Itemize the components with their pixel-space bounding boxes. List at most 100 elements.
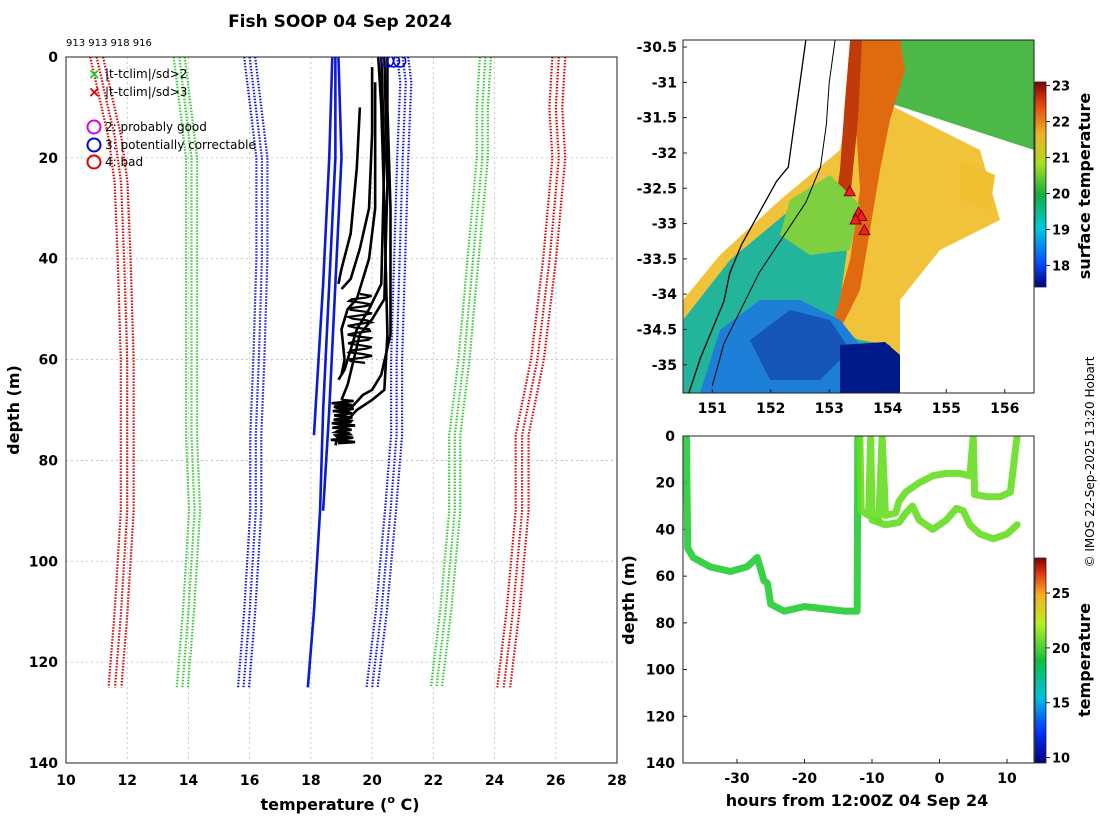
profile-y-ticks: 0 20 40 60 80 100 120 140: [29, 50, 58, 772]
map-x-tick-label: 153: [815, 401, 844, 417]
climatology-line-green-left: [172, 57, 191, 688]
flag-circle: [392, 57, 407, 68]
sst-cb-tick-label: 19: [1052, 223, 1070, 238]
y-tick-label: 0: [48, 50, 58, 66]
land-area: [683, 40, 850, 270]
br-x-tick-label: 0: [935, 771, 945, 787]
depth-time-x-ticks: -30 -20 -10 0 10: [724, 771, 1017, 787]
legend-text: |t-tclim|/sd>3: [105, 85, 187, 99]
sst-cb-tick-label: 23: [1052, 80, 1070, 95]
sst-map-panel: 151 152 153 154 155 156 -30.5 -31 -31.5 -32 -32.5…: [637, 39, 1094, 417]
temp-cb-tick-label: 15: [1052, 697, 1070, 712]
br-x-tick-label: -20: [792, 771, 818, 787]
y-tick-label: 140: [29, 756, 58, 772]
depth-track: [868, 502, 1021, 543]
current-edge: [815, 40, 862, 320]
profile-x-label: temperature (o C): [260, 793, 419, 814]
map-x-tick-label: 154: [873, 401, 902, 417]
black-profiles: [330, 57, 392, 446]
sst-cb-tick-label: 22: [1052, 116, 1070, 131]
y-tick-label: 120: [29, 655, 58, 671]
y-tick-label: 20: [39, 151, 59, 167]
legend-circle-icon: [86, 119, 102, 135]
depth-tracks: [683, 436, 1021, 615]
y-tick-label: 100: [29, 554, 58, 570]
y-tick-label: 40: [39, 252, 59, 268]
legend-x-icon: ×: [88, 83, 101, 101]
y-tick-label: 60: [39, 353, 59, 369]
credit-text: © IMOS 22-Sep-2025 13:20 Hobart: [1083, 356, 1097, 567]
black-profile-line: [343, 57, 392, 416]
xlabel-end: C): [395, 795, 420, 814]
xlabel-text: temperature (: [260, 795, 387, 814]
station-marker: [858, 223, 871, 236]
map-y-tick-label: -35: [652, 358, 677, 374]
climatology-line-red-right: [502, 57, 560, 688]
sst-colorbar: [1034, 81, 1047, 288]
figure-title: Fish SOOP 04 Sep 2024: [228, 12, 452, 32]
map-y-tick-label: -34.5: [637, 322, 677, 338]
black-profile-line: [340, 82, 377, 375]
sst-colorbar-label: surface temperature: [1075, 93, 1094, 280]
map-y-tick-label: -30.5: [637, 40, 677, 56]
map-y-tick-label: -34: [652, 287, 678, 303]
black-profile-line: [340, 57, 389, 401]
platform-ids: 913 913 918 916: [66, 38, 152, 49]
br-y-tick-label: 100: [646, 663, 675, 679]
climatology-line-green-left: [183, 57, 202, 688]
map-x-tick-label: 155: [932, 401, 961, 417]
x-tick-label: 20: [362, 773, 382, 789]
x-tick-label: 14: [179, 773, 199, 789]
black-profile-tangle: [330, 398, 356, 445]
climatology-line-red-right: [509, 57, 567, 688]
y-tick-label: 80: [39, 453, 59, 469]
shelf-contour: [711, 40, 836, 387]
br-y-tick-label: 0: [665, 429, 675, 445]
depth-time-y-ticks: 0 20 40 60 80 100 120 140: [646, 429, 675, 772]
blue-profile-line: [321, 57, 343, 511]
legend-item-correctable: 3: potentially correctable: [86, 137, 256, 153]
map-y-tick-label: -33.5: [637, 252, 677, 268]
sst-cb-tick-label: 20: [1052, 187, 1070, 202]
black-profile-line: [337, 107, 362, 285]
profile-x-ticks: 10 12 14 16 18 20 22 24 26 28: [56, 773, 626, 789]
legend-text: |t-tclim|/sd>2: [105, 67, 187, 81]
x-tick-label: 22: [424, 773, 443, 789]
sst-colorbar-ticks: 18 19 20 21 22 23: [1046, 80, 1070, 274]
cloud-area: [880, 100, 1034, 393]
x-tick-label: 24: [485, 773, 505, 789]
legend-item-green-x: × |t-tclim|/sd>2: [88, 65, 187, 83]
legend-item-probably-good: 2: probably good: [86, 119, 207, 135]
map-x-tick-label: 151: [698, 401, 727, 417]
temp-cb-tick-label: 25: [1052, 587, 1070, 602]
black-profile-tangle: [344, 292, 376, 364]
x-tick-label: 28: [607, 773, 626, 789]
warm-patch: [960, 160, 995, 210]
climatology-line-blue-left: [247, 57, 269, 688]
station-marker: [855, 209, 868, 221]
br-x-tick-label: 10: [997, 771, 1017, 787]
xbt-stations: [843, 184, 871, 236]
depth-time-panel: -30 -20 -10 0 10 0 20 40 60 80 100 120 140 hours fr…: [619, 429, 1094, 810]
x-tick-label: 16: [240, 773, 259, 789]
map-y-tick-label: -32.5: [637, 181, 677, 197]
x-tick-label: 10: [56, 773, 76, 789]
depth-time-x-label: hours from 12:00Z 04 Sep 24: [726, 791, 988, 810]
x-tick-label: 12: [117, 773, 136, 789]
deep-cold: [840, 342, 900, 393]
flag-circles: [380, 57, 407, 68]
climatology-lines: [89, 57, 567, 688]
blue-profile-line: [312, 57, 334, 436]
legend-item-red-x: × |t-tclim|/sd>3: [88, 83, 187, 101]
profile-panel: 10 12 14 16 18 20 22 24 26 28 020406080100120140 …: [4, 50, 627, 814]
climatology-line-red-right: [496, 57, 554, 688]
station-marker: [849, 212, 862, 225]
temp-colorbar: [1034, 557, 1047, 764]
x-tick-label: 26: [546, 773, 565, 789]
br-y-tick-label: 140: [646, 756, 675, 772]
climatology-line-green-left: [178, 57, 196, 688]
climatology-line-blue-left: [242, 57, 264, 688]
black-profile-line: [340, 67, 374, 290]
br-y-tick-label: 20: [656, 476, 676, 492]
